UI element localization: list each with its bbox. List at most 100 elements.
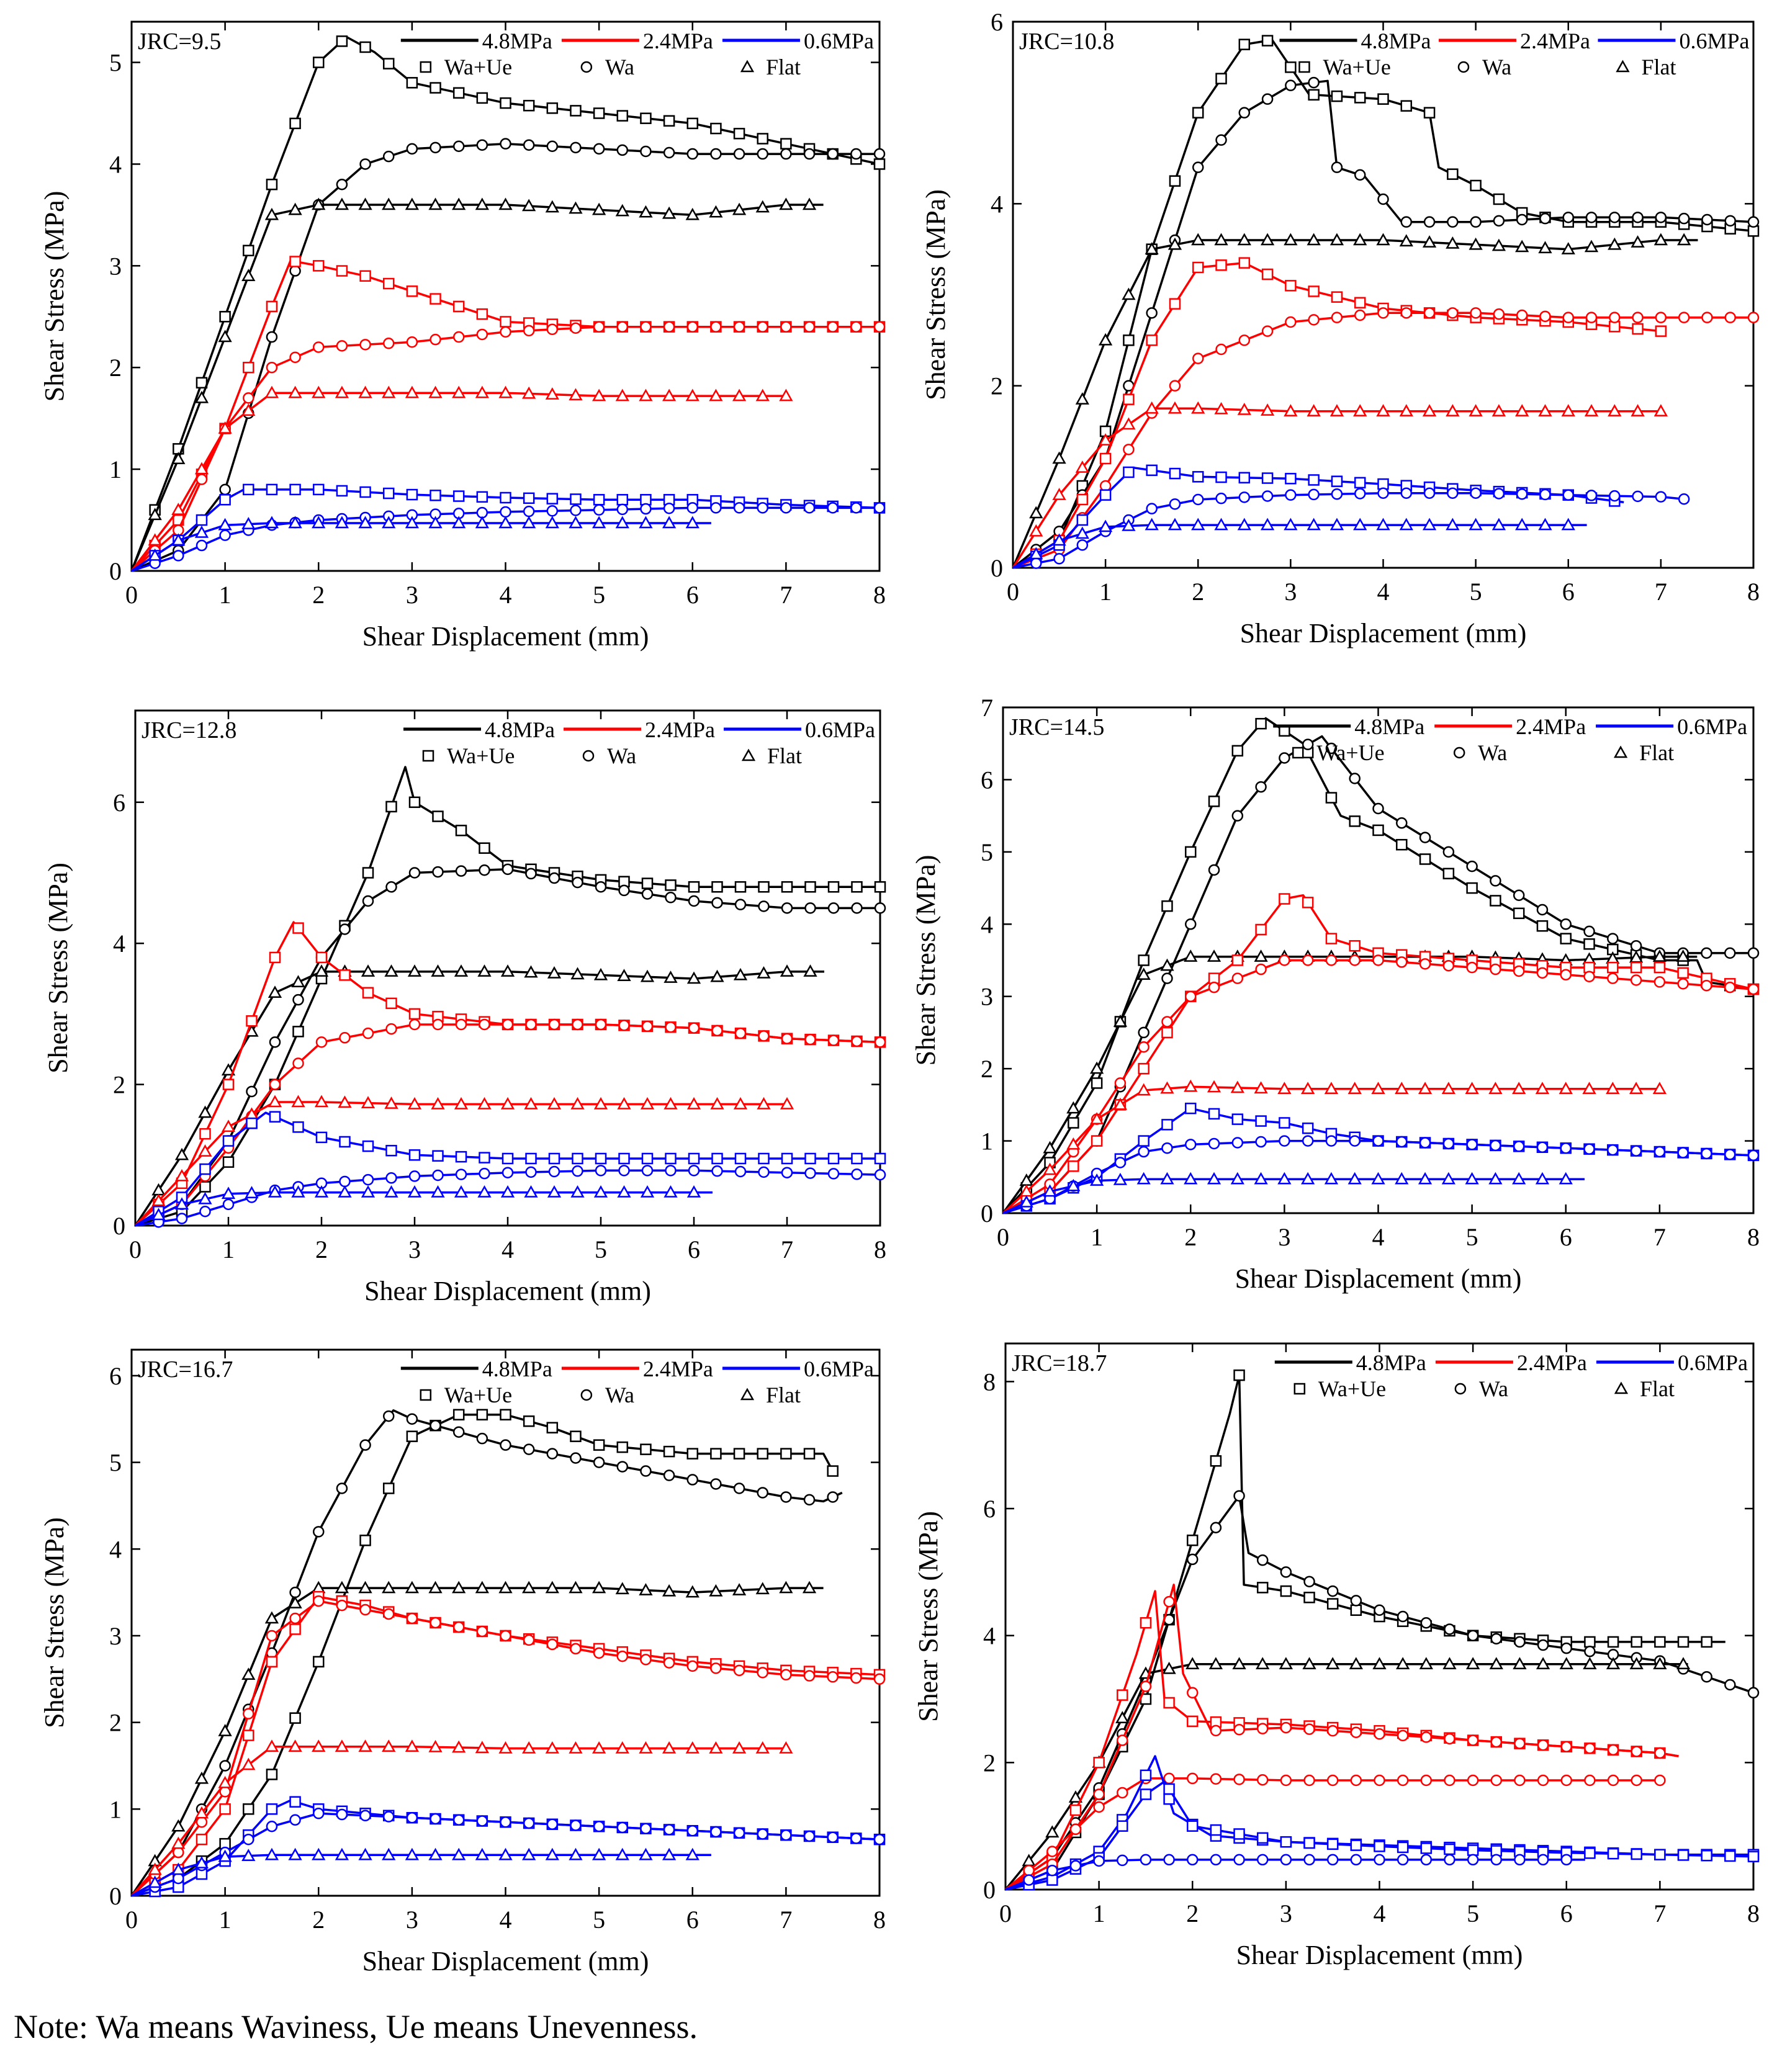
data-point: [1302, 897, 1314, 908]
y-tick-label: 1: [109, 1795, 122, 1823]
data-point: [246, 1015, 258, 1027]
data-point: [148, 508, 162, 521]
data-point: [358, 516, 372, 529]
data-point: [382, 1608, 395, 1620]
data-point: [873, 1673, 886, 1685]
series: [1005, 1854, 1585, 1891]
x-tick-label: 3: [408, 1236, 421, 1263]
data-point: [1185, 1139, 1197, 1150]
data-point: [452, 516, 466, 529]
data-point: [1491, 238, 1506, 251]
data-point: [1233, 1774, 1245, 1785]
data-point: [406, 1430, 418, 1442]
series: [1012, 518, 1587, 569]
data-point: [1191, 401, 1205, 414]
data-point: [292, 1057, 304, 1069]
x-tick-label: 4: [500, 581, 512, 609]
data-point: [1184, 1172, 1198, 1185]
data-point: [593, 1439, 605, 1451]
data-point: [1192, 471, 1204, 483]
data-point: [243, 1833, 254, 1846]
data-point: [359, 41, 371, 53]
data-point: [570, 1097, 585, 1110]
data-point: [1123, 466, 1135, 478]
x-tick-label: 2: [312, 1906, 325, 1934]
data-point: [874, 1152, 886, 1165]
data-point: [241, 1667, 256, 1680]
data-point: [523, 1415, 535, 1427]
data-point: [522, 199, 536, 212]
data-point: [1122, 417, 1136, 430]
data-point: [780, 321, 792, 333]
data-point: [1046, 1846, 1058, 1857]
data-point: [174, 1147, 189, 1160]
legend-marker-swatch: [420, 1389, 432, 1401]
data-point: [686, 502, 698, 514]
data-point: [1169, 298, 1181, 310]
data-point: [640, 1823, 652, 1834]
data-point: [757, 321, 768, 333]
data-point: [243, 1729, 254, 1741]
data-point: [1231, 1113, 1244, 1125]
data-point: [479, 1018, 490, 1031]
chart-panel-4: 0 1 2 3 4 5 6 7 8 0 1 2 3 4 5 6 7 Shear Displacement (mm)…: [911, 694, 1760, 1294]
data-point: [194, 462, 209, 475]
data-point: [1255, 963, 1267, 975]
data-point: [802, 1581, 817, 1594]
data-point: [219, 1803, 231, 1815]
data-point: [313, 56, 325, 68]
data-point: [1607, 1744, 1619, 1756]
data-point: [709, 1584, 723, 1597]
legend-line-label: 0.6MPa: [1679, 29, 1749, 53]
data-point: [1354, 309, 1366, 321]
legend-marker-swatch: [1298, 61, 1310, 73]
x-tick-label: 4: [1374, 1899, 1386, 1927]
data-point: [477, 964, 492, 977]
x-tick-label: 5: [593, 1906, 605, 1934]
y-tick-label: 0: [991, 554, 1003, 582]
data-point: [1350, 1595, 1362, 1607]
data-point: [1653, 1146, 1666, 1158]
legend-line-label: 4.8MPa: [1354, 714, 1424, 739]
data-point: [545, 1581, 559, 1594]
data-point: [500, 964, 515, 977]
data-point: [1653, 1657, 1667, 1669]
data-point: [1371, 1082, 1385, 1094]
data-point: [194, 390, 209, 403]
data-point: [1192, 352, 1204, 364]
data-point: [804, 881, 816, 893]
data-point: [432, 810, 444, 822]
data-point: [1350, 1774, 1362, 1787]
data-point: [1261, 35, 1274, 47]
y-axis-label: Shear Stress (MPa): [39, 191, 70, 402]
data-point: [686, 971, 701, 984]
data-point: [1280, 1566, 1292, 1578]
data-point: [1329, 233, 1344, 246]
data-point: [685, 1847, 700, 1860]
data-point: [218, 1849, 232, 1862]
data-point: [546, 1448, 559, 1460]
data-point: [663, 1824, 675, 1836]
data-point: [1539, 212, 1551, 225]
legend-line-label: 0.6MPa: [804, 1357, 874, 1381]
x-tick-label: 6: [1560, 1223, 1572, 1251]
data-point: [1237, 402, 1251, 415]
data-point: [382, 197, 396, 210]
data-point: [1632, 212, 1644, 223]
data-point: [1350, 1604, 1362, 1617]
data-point: [1655, 325, 1667, 337]
data-point: [222, 1079, 235, 1090]
legend-line-label: 4.8MPa: [485, 717, 555, 742]
x-tick-label: 1: [1093, 1899, 1105, 1927]
legend-marker-label: Wa+Ue: [1323, 55, 1390, 79]
data-point: [288, 1847, 302, 1860]
data-point: [382, 1581, 396, 1594]
data-point: [1349, 815, 1361, 827]
data-point: [1215, 259, 1227, 271]
data-point: [1214, 401, 1228, 415]
x-axis-label: Shear Displacement (mm): [364, 1276, 651, 1306]
data-point: [1255, 1115, 1267, 1127]
data-point: [1584, 240, 1599, 253]
data-point: [1237, 518, 1251, 531]
data-point: [1374, 1604, 1385, 1617]
